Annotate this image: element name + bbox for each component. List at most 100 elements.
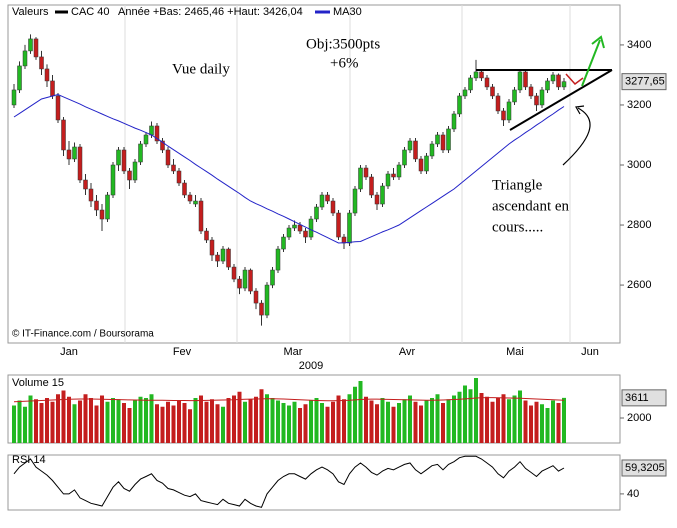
candle-body: [77, 146, 83, 181]
candle-body: [143, 134, 149, 145]
volume-bar: [138, 396, 143, 443]
candle-body: [501, 110, 506, 121]
candle-body: [55, 95, 61, 121]
volume-bar: [193, 398, 198, 443]
volume-bar: [353, 386, 357, 443]
volume-bar: [309, 400, 313, 443]
candle-body: [550, 74, 556, 82]
candle-body: [286, 227, 292, 238]
candle-body: [325, 194, 330, 202]
candle-body: [396, 164, 402, 178]
volume-bar: [303, 404, 308, 443]
candle-body: [94, 200, 99, 211]
candle-body: [127, 170, 132, 181]
volume-bar: [265, 394, 269, 443]
volume-bar: [463, 385, 467, 443]
volume-bar: [386, 401, 390, 443]
header: Valeurs: [12, 6, 49, 18]
candle-body: [523, 71, 528, 88]
candle-body: [132, 161, 138, 181]
annotation: ascendant en: [492, 198, 570, 214]
panel-title: Volume 15: [12, 377, 64, 389]
volume-bar: [358, 381, 363, 443]
volume-bar: [276, 400, 280, 443]
ma-line: [13, 93, 565, 244]
volume-bar: [408, 395, 412, 443]
candle-body: [138, 143, 143, 163]
volume-bar: [336, 395, 341, 443]
candle-body: [11, 89, 17, 106]
candle-body: [446, 128, 451, 151]
candle-body: [314, 206, 319, 220]
volume-bar: [512, 395, 517, 443]
candle-body: [517, 71, 523, 91]
volume-bar: [72, 404, 77, 443]
volume-bar: [545, 408, 550, 443]
candle-body: [187, 194, 193, 202]
annotation: cours.....: [492, 219, 543, 235]
volume-bar: [331, 401, 335, 443]
candle-body: [363, 167, 369, 178]
candle-body: [105, 194, 110, 220]
candle-body: [418, 158, 424, 172]
last-value-box: [621, 73, 667, 91]
y-tick-label: 3400: [627, 39, 651, 51]
volume-bar: [287, 405, 291, 443]
candle-body: [237, 278, 242, 289]
legend-label: MA30: [333, 6, 362, 18]
volume-bar: [127, 408, 132, 443]
volume-bar: [457, 391, 462, 443]
panel-title: RSI 14: [12, 454, 46, 466]
candle-body: [528, 86, 534, 97]
x-tick-label: Jan: [60, 346, 78, 358]
candle-body: [242, 269, 248, 289]
candle-body: [319, 194, 325, 208]
candle-body: [116, 149, 121, 166]
candle-body: [424, 155, 429, 172]
volume-bar: [496, 398, 500, 443]
candle-body: [253, 290, 259, 304]
candle-body: [198, 200, 204, 232]
rsi-line: [13, 455, 565, 508]
volume-bar: [149, 394, 154, 443]
volume-bar: [182, 403, 187, 443]
candle-body: [495, 95, 501, 112]
x-tick-label: Mai: [506, 346, 524, 358]
annotation: Vue daily: [172, 61, 230, 77]
last-value-label: 3277,65: [625, 76, 665, 88]
volume-bar: [166, 401, 170, 443]
volume-bar: [298, 408, 302, 443]
triangle-drawing: [476, 35, 613, 166]
volume-bar: [215, 404, 220, 443]
volume-bar: [254, 396, 258, 443]
candle-body: [358, 167, 363, 190]
candle-body: [292, 224, 297, 229]
volume-bar: [281, 403, 286, 443]
annotation: Triangle: [492, 177, 543, 193]
candle-body: [215, 254, 220, 262]
candle-body: [275, 248, 281, 271]
candle-body: [33, 38, 39, 58]
volume-bar: [105, 401, 110, 443]
candle-body: [429, 143, 435, 157]
y-tick-label: 2000: [627, 412, 651, 424]
candle-body: [380, 185, 385, 205]
candle-body: [391, 173, 396, 178]
volume-bar: [116, 399, 121, 443]
candle-body: [561, 81, 567, 88]
candle-body: [473, 71, 479, 79]
candle-body: [539, 89, 545, 106]
month-separators: [124, 5, 571, 343]
candle-body: [468, 77, 473, 91]
volume-bar: [177, 400, 181, 443]
candle-body: [39, 56, 44, 70]
volume-bar: [562, 397, 566, 443]
candle-body: [336, 212, 341, 238]
volume-bar: [413, 401, 418, 443]
candle-body: [17, 65, 22, 91]
last-value-box: [621, 389, 667, 407]
volume-bar: [259, 389, 264, 443]
volume-bar: [342, 399, 346, 443]
volume-bar: [45, 398, 49, 443]
candle-body: [110, 164, 116, 196]
